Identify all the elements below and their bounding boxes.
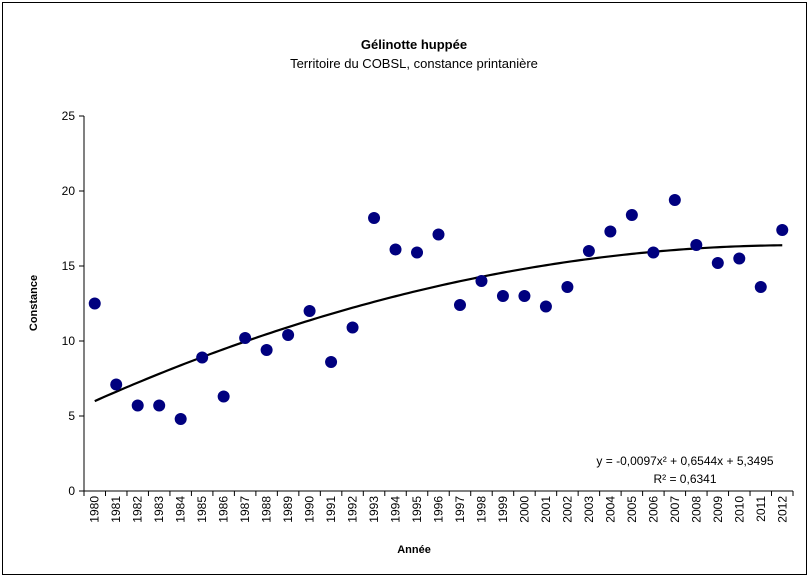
x-tick-label: 2009 <box>711 496 725 523</box>
trendline-r2: R² = 0,6341 <box>653 472 716 486</box>
y-tick-label: 20 <box>62 184 76 198</box>
x-tick-label: 2005 <box>625 496 639 523</box>
x-tick-label: 1984 <box>174 496 188 523</box>
y-tick-label: 10 <box>62 334 76 348</box>
y-tick-label: 5 <box>68 409 75 423</box>
data-point <box>690 239 703 251</box>
data-point <box>239 332 252 344</box>
x-tick-label: 2008 <box>689 496 703 523</box>
data-point <box>668 194 681 206</box>
data-point <box>496 290 509 302</box>
data-point <box>432 228 445 241</box>
x-tick-label: 1992 <box>346 496 360 523</box>
x-tick-label: 1996 <box>432 496 446 523</box>
x-tick-label: 1980 <box>88 496 102 523</box>
data-point <box>174 413 187 425</box>
data-point <box>539 300 552 313</box>
y-tick-label: 15 <box>62 259 76 273</box>
x-tick-label: 1993 <box>367 496 381 523</box>
x-tick-label: 2003 <box>582 496 596 523</box>
data-point <box>518 290 531 302</box>
data-point <box>368 212 381 224</box>
data-point <box>711 257 724 269</box>
data-point <box>733 252 746 265</box>
data-point <box>110 378 123 391</box>
x-tick-label: 1990 <box>303 496 317 523</box>
x-tick-label: 1995 <box>410 496 424 523</box>
x-tick-label: 1987 <box>238 496 252 523</box>
data-point <box>346 321 359 334</box>
data-point <box>282 329 295 341</box>
x-tick-label: 2012 <box>775 496 789 523</box>
data-point <box>561 281 574 293</box>
x-tick-label: 1998 <box>474 496 488 523</box>
data-point <box>131 399 144 412</box>
data-point <box>604 225 617 238</box>
data-point <box>260 344 273 356</box>
x-tick-label: 1982 <box>131 496 145 523</box>
data-point <box>582 245 595 257</box>
trendline-equation: y = -0,0097x² + 0,6544x + 5,3495 <box>596 454 773 468</box>
x-tick-label: 1999 <box>496 496 510 523</box>
data-point <box>217 390 230 403</box>
data-point <box>647 246 660 259</box>
x-axis-label: Année <box>397 544 431 556</box>
data-point <box>88 297 101 310</box>
data-point <box>411 246 424 259</box>
y-axis-label: Constance <box>28 275 40 331</box>
x-tick-label: 2000 <box>517 496 531 523</box>
data-point <box>153 399 166 412</box>
chart-title: Gélinotte huppée <box>361 37 467 52</box>
x-tick-label: 2004 <box>603 496 617 523</box>
data-point <box>475 275 488 287</box>
x-tick-label: 1986 <box>217 496 231 523</box>
x-tick-label: 1988 <box>260 496 274 523</box>
x-tick-label: 1991 <box>324 496 338 523</box>
data-point <box>389 243 402 256</box>
data-point <box>196 351 209 364</box>
data-point <box>625 209 638 221</box>
y-tick-label: 0 <box>68 484 75 498</box>
data-point <box>453 299 466 311</box>
y-tick-label: 25 <box>62 109 76 123</box>
x-tick-label: 1983 <box>152 496 166 523</box>
x-tick-label: 1989 <box>281 496 295 523</box>
x-tick-label: 2002 <box>560 496 574 523</box>
x-tick-label: 2010 <box>732 496 746 523</box>
chart-subtitle: Territoire du COBSL, constance printaniè… <box>290 56 538 71</box>
x-tick-label: 2006 <box>646 496 660 523</box>
data-point <box>325 356 338 368</box>
x-tick-label: 1985 <box>195 496 209 523</box>
x-tick-label: 2001 <box>539 496 553 523</box>
x-tick-label: 2007 <box>668 496 682 523</box>
plot-area: 0 5 10 15 20 25 1980 1981 1982 1983 1984 1985 1986 19… <box>62 109 794 523</box>
x-tick-label: 2011 <box>754 496 768 522</box>
x-tick-label: 1997 <box>453 496 467 523</box>
x-tick-label: 1981 <box>109 496 123 523</box>
trendline <box>94 244 783 403</box>
data-point <box>776 224 789 236</box>
data-point <box>754 281 767 293</box>
data-point <box>303 305 316 317</box>
x-tick-label: 1994 <box>389 496 403 523</box>
